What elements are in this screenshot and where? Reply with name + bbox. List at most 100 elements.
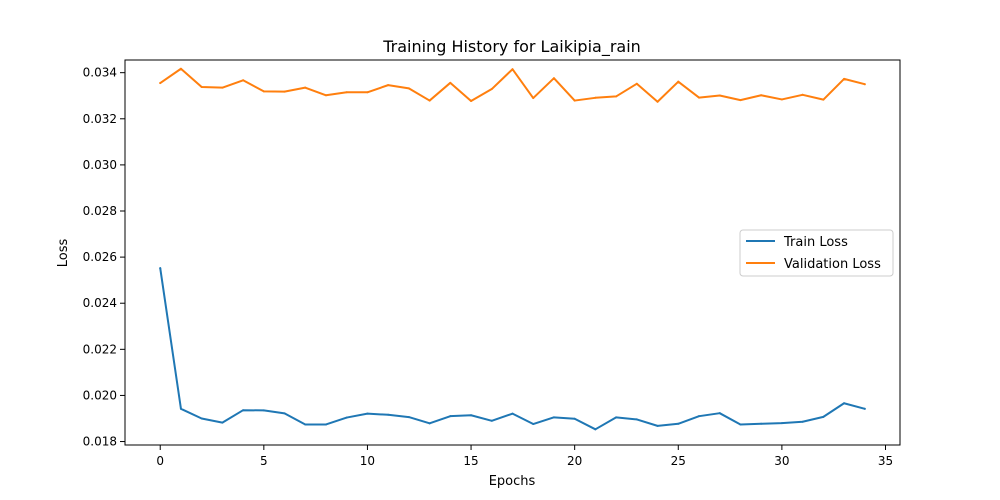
- data-point-train-loss: [739, 423, 742, 426]
- chart-title: Training History for Laikipia_rain: [382, 37, 641, 57]
- data-point-train-loss: [863, 407, 866, 410]
- data-point-train-loss: [428, 422, 431, 425]
- y-tick-label: 0.018: [83, 435, 117, 449]
- data-point-train-loss: [511, 412, 514, 415]
- data-point-validation-loss: [760, 94, 763, 97]
- data-point-train-loss: [760, 422, 763, 425]
- x-tick-label: 15: [463, 454, 478, 468]
- data-point-train-loss: [532, 423, 535, 426]
- data-point-train-loss: [242, 409, 245, 412]
- y-tick-label: 0.022: [83, 342, 117, 356]
- y-tick-label: 0.032: [83, 112, 117, 126]
- data-point-train-loss: [615, 416, 618, 419]
- y-tick-label: 0.030: [83, 158, 117, 172]
- legend-box: [739, 229, 894, 277]
- y-tick-label: 0.024: [83, 296, 117, 310]
- data-point-validation-loss: [677, 80, 680, 83]
- data-point-validation-loss: [242, 79, 245, 82]
- data-point-train-loss: [718, 412, 721, 415]
- data-point-train-loss: [283, 412, 286, 415]
- data-point-train-loss: [635, 418, 638, 421]
- y-axis: 0.018 0.020 0.022 0.024 0.026 0.028 0.030 0.032…: [83, 66, 125, 449]
- data-point-validation-loss: [615, 95, 618, 98]
- data-point-validation-loss: [656, 100, 659, 103]
- y-tick-label: 0.028: [83, 204, 117, 218]
- data-point-validation-loss: [863, 83, 866, 86]
- data-point-train-loss: [780, 422, 783, 425]
- x-tick-label: 30: [774, 454, 789, 468]
- data-point-train-loss: [822, 415, 825, 418]
- data-point-train-loss: [677, 422, 680, 425]
- data-point-validation-loss: [822, 98, 825, 101]
- data-point-train-loss: [345, 416, 348, 419]
- data-point-train-loss: [573, 417, 576, 420]
- data-point-validation-loss: [159, 82, 162, 85]
- x-axis: 0 5 10 15 20 25 30 35: [156, 445, 893, 468]
- data-point-validation-loss: [179, 67, 182, 70]
- y-axis-label: Loss: [56, 239, 71, 268]
- data-point-validation-loss: [739, 99, 742, 102]
- data-point-train-loss: [801, 420, 804, 423]
- data-point-validation-loss: [573, 99, 576, 102]
- data-point-train-loss: [366, 412, 369, 415]
- plot-area: [124, 59, 901, 446]
- data-point-train-loss: [200, 417, 203, 420]
- data-point-validation-loss: [697, 96, 700, 99]
- data-point-validation-loss: [221, 86, 224, 89]
- x-tick-label: 25: [671, 454, 686, 468]
- data-point-validation-loss: [428, 99, 431, 102]
- x-axis-label: Epochs: [489, 474, 536, 489]
- data-point-train-loss: [470, 414, 473, 417]
- data-point-validation-loss: [366, 91, 369, 94]
- legend-train-loss-label: Train Loss: [783, 235, 848, 250]
- data-point-train-loss: [179, 407, 182, 410]
- x-tick-label: 35: [878, 454, 893, 468]
- data-point-validation-loss: [635, 82, 638, 85]
- data-point-train-loss: [221, 421, 224, 424]
- y-tick-label: 0.034: [83, 66, 117, 80]
- data-point-validation-loss: [470, 100, 473, 103]
- data-point-train-loss: [656, 424, 659, 427]
- x-tick-label: 20: [567, 454, 582, 468]
- data-point-train-loss: [697, 415, 700, 418]
- data-point-train-loss: [325, 423, 328, 426]
- data-point-train-loss: [843, 402, 846, 405]
- data-point-validation-loss: [200, 85, 203, 88]
- legend: Train Loss Validation Loss: [739, 229, 894, 277]
- data-point-validation-loss: [490, 88, 493, 91]
- plot-frame: [124, 59, 901, 446]
- data-point-validation-loss: [780, 98, 783, 101]
- data-point-validation-loss: [511, 68, 514, 71]
- data-point-validation-loss: [387, 84, 390, 87]
- data-point-train-loss: [304, 423, 307, 426]
- data-point-validation-loss: [283, 90, 286, 93]
- x-tick-label: 5: [260, 454, 268, 468]
- data-point-validation-loss: [843, 77, 846, 80]
- data-point-train-loss: [159, 267, 162, 270]
- data-point-train-loss: [407, 416, 410, 419]
- legend-validation-loss-label: Validation Loss: [784, 257, 881, 272]
- data-point-validation-loss: [801, 93, 804, 96]
- data-point-train-loss: [449, 415, 452, 418]
- data-point-train-loss: [594, 428, 597, 431]
- data-point-validation-loss: [594, 96, 597, 99]
- y-tick-label: 0.026: [83, 250, 117, 264]
- data-point-validation-loss: [532, 97, 535, 100]
- x-tick-label: 0: [156, 454, 164, 468]
- data-point-train-loss: [490, 419, 493, 422]
- y-tick-label: 0.020: [83, 388, 117, 402]
- data-point-validation-loss: [262, 90, 265, 93]
- data-point-train-loss: [552, 416, 555, 419]
- data-point-validation-loss: [449, 81, 452, 84]
- data-point-train-loss: [262, 409, 265, 412]
- data-point-validation-loss: [304, 86, 307, 89]
- x-tick-label: 10: [360, 454, 375, 468]
- data-point-validation-loss: [552, 77, 555, 80]
- data-point-validation-loss: [718, 94, 721, 97]
- data-point-validation-loss: [325, 94, 328, 97]
- data-point-validation-loss: [345, 91, 348, 94]
- data-point-validation-loss: [407, 87, 410, 90]
- data-point-train-loss: [387, 413, 390, 416]
- series-layer: [159, 67, 866, 431]
